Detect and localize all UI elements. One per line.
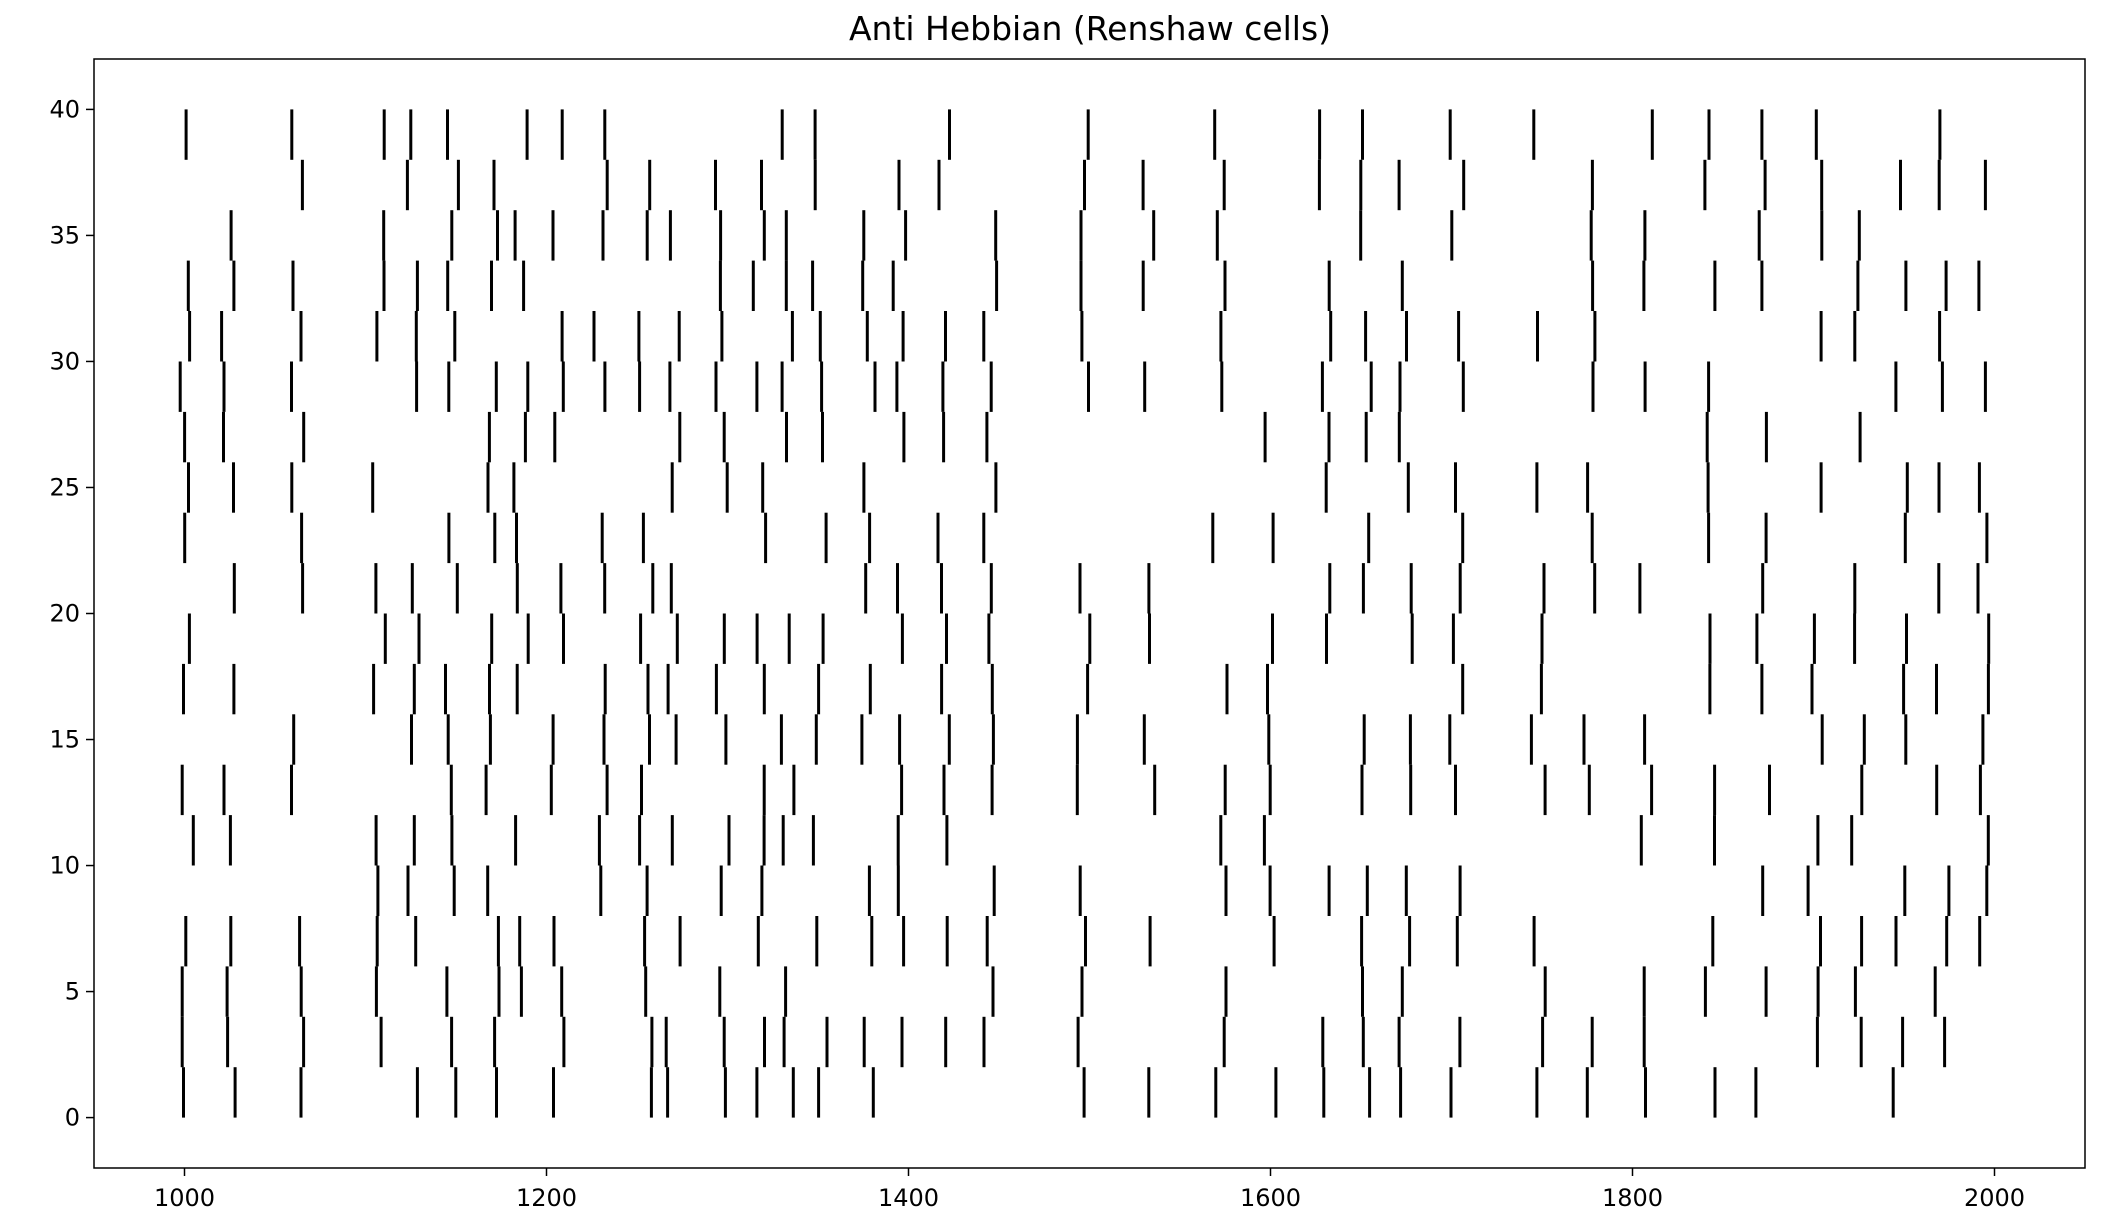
x-tick-label: 1200: [516, 1184, 577, 1212]
x-tick-label: 1000: [154, 1184, 215, 1212]
y-tick-label: 10: [49, 852, 80, 880]
chart-title: Anti Hebbian (Renshaw cells): [849, 9, 1331, 48]
x-tick-label: 1800: [1602, 1184, 1663, 1212]
y-axis: 0 5 10 15 20 25 30 35 40: [49, 95, 94, 1132]
y-tick-label: 5: [65, 978, 80, 1006]
x-tick-label: 1400: [878, 1184, 939, 1212]
y-tick-label: 40: [49, 95, 80, 123]
y-tick-label: 25: [49, 473, 80, 501]
y-tick-label: 15: [49, 726, 80, 754]
y-tick-label: 35: [49, 221, 80, 249]
x-tick-label: 2000: [1964, 1184, 2025, 1212]
y-tick-label: 30: [49, 347, 80, 375]
spike-marks: [178, 109, 1991, 1118]
y-tick-label: 20: [49, 600, 80, 628]
plot-frame: [93, 58, 2086, 1169]
y-tick-label: 0: [65, 1104, 80, 1132]
x-tick-label: 1600: [1240, 1184, 1301, 1212]
x-axis: 1000 1200 1400 1600 1800 2000: [154, 1168, 2025, 1212]
